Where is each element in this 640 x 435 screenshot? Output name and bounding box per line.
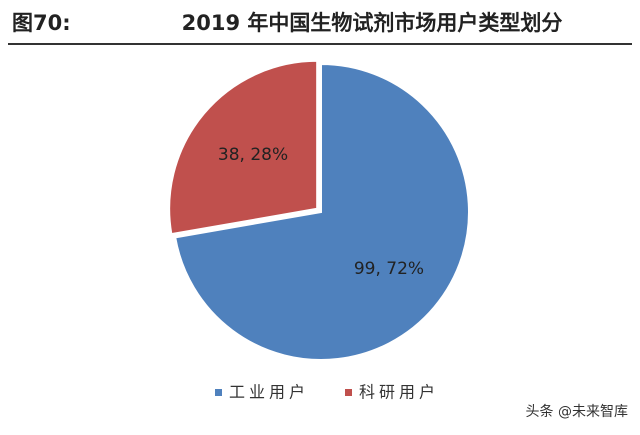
legend-label: 工业用户	[229, 383, 309, 402]
legend-label: 科研用户	[359, 383, 439, 402]
data-label: 38, 28%	[218, 145, 288, 165]
chart-title: 2019 年中国生物试剂市场用户类型划分	[182, 11, 563, 35]
legend-swatch	[345, 389, 352, 396]
figure-label: 图70:	[12, 11, 71, 35]
pie-slice	[168, 59, 319, 236]
watermark: 头条 @未来智库	[526, 403, 628, 420]
legend-swatch	[215, 389, 222, 396]
data-label: 99, 72%	[354, 259, 424, 279]
pie-slice	[174, 62, 470, 361]
